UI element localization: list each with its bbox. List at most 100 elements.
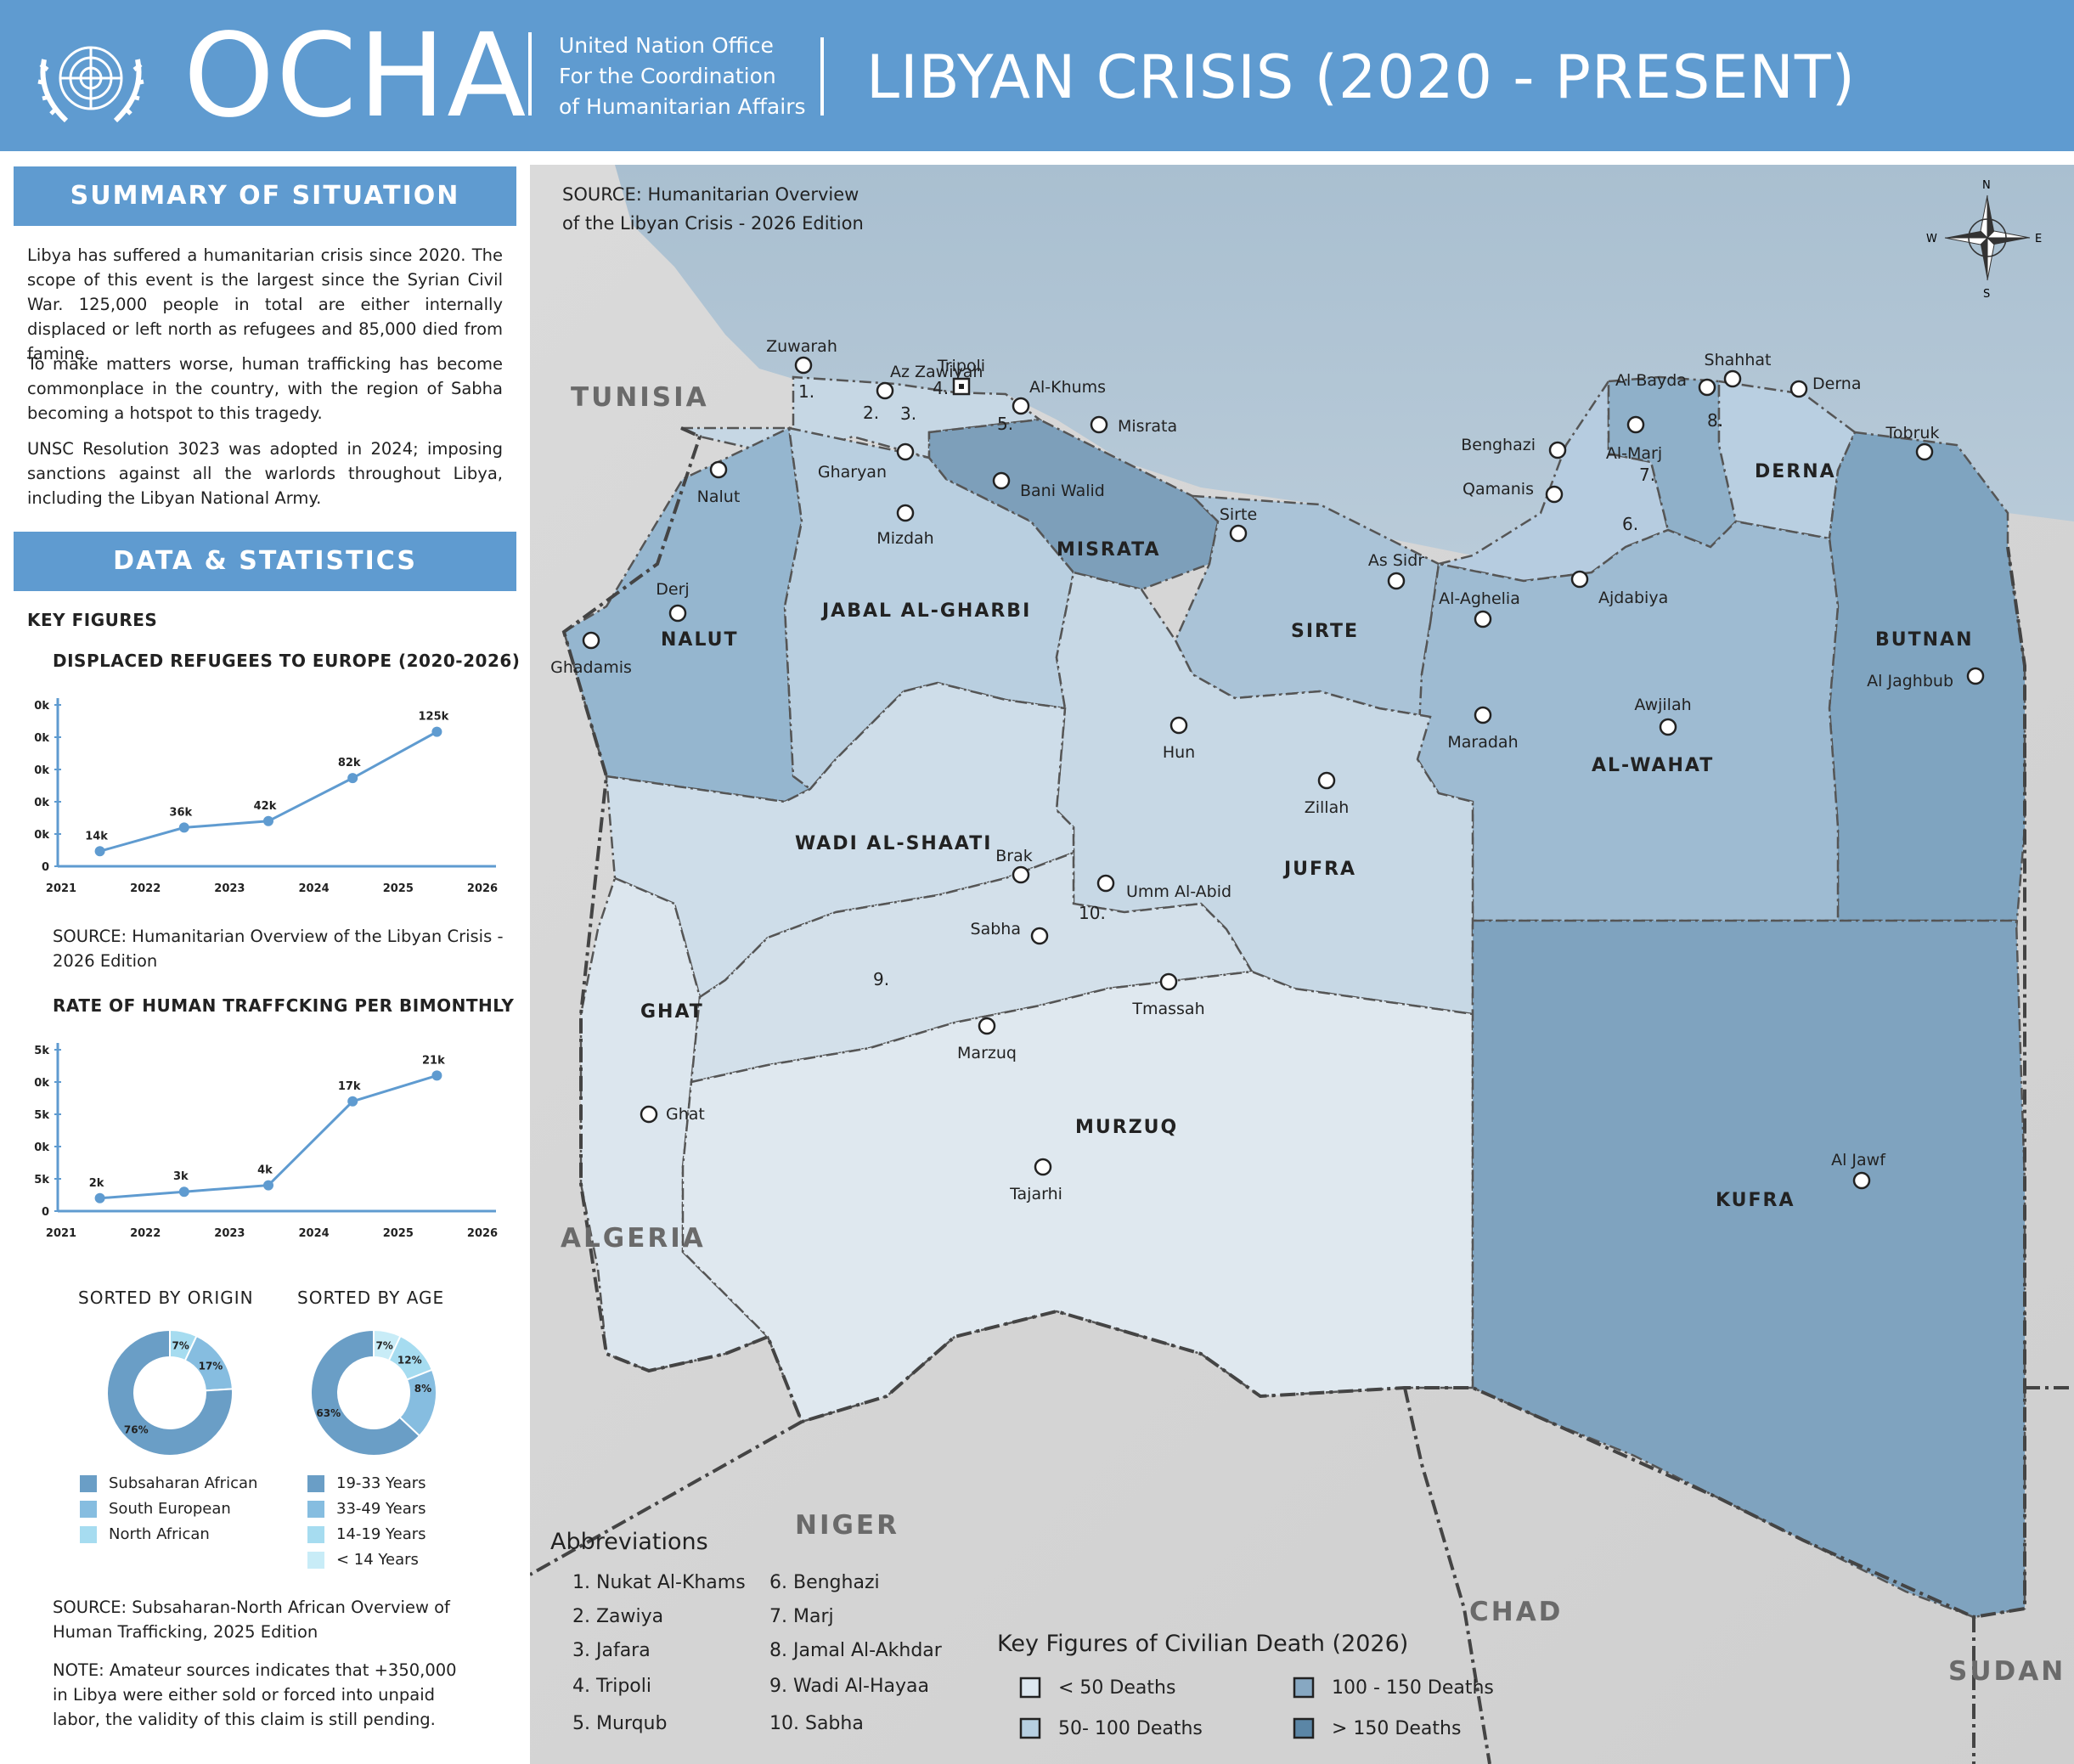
legend-label: > 150 Deaths bbox=[1332, 1718, 1461, 1739]
city-marker[interactable]: Sabha bbox=[971, 920, 1049, 945]
data-point bbox=[347, 1096, 358, 1107]
city-label: Ghadamis bbox=[550, 658, 632, 677]
slice-label: 76% bbox=[124, 1423, 149, 1435]
region-number: 2. bbox=[863, 403, 879, 423]
map-canvas: SOURCE: Humanitarian Overview of the Lib… bbox=[530, 165, 2074, 1764]
city-marker[interactable]: Tripoli bbox=[937, 357, 985, 396]
city-label: Ghat bbox=[666, 1105, 705, 1124]
data-label: 2k bbox=[89, 1177, 104, 1190]
region-derna[interactable] bbox=[1717, 380, 1857, 540]
mediterranean-sea bbox=[615, 165, 2074, 555]
city-marker[interactable]: Awjilah bbox=[1634, 696, 1692, 736]
city-marker[interactable]: Al-Khums bbox=[1012, 378, 1106, 415]
region-benghazi[interactable] bbox=[1438, 377, 1670, 583]
city-dot-icon bbox=[992, 471, 1011, 490]
city-marker[interactable]: Al Bayda bbox=[1615, 371, 1716, 397]
office-line-3: of Humanitarian Affairs bbox=[559, 94, 806, 119]
city-marker[interactable]: Az Zawiyah bbox=[876, 363, 983, 400]
libya-map[interactable]: SOURCE: Humanitarian Overview of the Lib… bbox=[530, 165, 2074, 1764]
city-marker[interactable]: Gharyan bbox=[818, 442, 915, 482]
city-marker[interactable]: Al-Aghelia bbox=[1439, 589, 1520, 628]
city-marker[interactable]: Hun bbox=[1163, 716, 1195, 762]
y-tick-label: 25k bbox=[34, 1045, 49, 1057]
city-dot-icon bbox=[1159, 972, 1178, 991]
legend-label: 100 - 150 Deaths bbox=[1332, 1677, 1494, 1699]
region-label: GHAT bbox=[640, 1001, 704, 1023]
city-marker[interactable]: Al Jawf bbox=[1831, 1151, 1886, 1190]
city-marker[interactable]: Maradah bbox=[1447, 706, 1519, 752]
city-marker[interactable]: As Sidr bbox=[1368, 551, 1424, 590]
city-label: Marzuq bbox=[957, 1044, 1017, 1062]
city-label: Derna bbox=[1812, 375, 1861, 393]
city-dot-icon bbox=[1852, 1171, 1871, 1190]
city-marker[interactable]: Ajdabiya bbox=[1570, 570, 1668, 607]
city-label: Tobruk bbox=[1885, 424, 1940, 442]
office-line-2: For the Coordination bbox=[559, 64, 776, 88]
region-nalut[interactable] bbox=[562, 426, 813, 803]
city-marker[interactable]: Misrata bbox=[1090, 415, 1177, 436]
city-marker[interactable]: Zillah bbox=[1305, 771, 1350, 817]
regions bbox=[562, 375, 2026, 1619]
data-point bbox=[431, 726, 442, 737]
abbreviation: 9. Wadi Al-Hayaa bbox=[769, 1676, 929, 1697]
city-label: Misrata bbox=[1118, 417, 1177, 436]
city-marker[interactable]: Shahhat bbox=[1705, 351, 1772, 388]
legend-item: < 14 Years bbox=[307, 1551, 419, 1570]
region-labels: NALUT JABAL AL-GHARBI MISRATA SIRTE DERN… bbox=[640, 461, 1974, 1211]
city-label: Bani Walid bbox=[1020, 482, 1105, 500]
city-marker[interactable]: Ghadamis bbox=[550, 631, 632, 677]
region-al-wahat[interactable] bbox=[1416, 520, 2018, 931]
city-dot-icon bbox=[896, 504, 915, 522]
header-divider bbox=[528, 32, 532, 116]
city-marker[interactable]: Qamanis bbox=[1463, 480, 1564, 504]
legend-label: Subsaharan African bbox=[109, 1474, 258, 1492]
donut-slice bbox=[106, 1328, 234, 1457]
region-number: 5. bbox=[997, 414, 1013, 434]
data-point bbox=[347, 773, 358, 784]
region-label: BUTNAN bbox=[1875, 629, 1974, 651]
x-tick-label: 2025 bbox=[383, 882, 414, 895]
region-label: NALUT bbox=[661, 629, 739, 651]
x-tick-label: 2024 bbox=[299, 1227, 330, 1240]
legend-item: 19-33 Years bbox=[307, 1474, 426, 1493]
city-marker[interactable]: Tmassah bbox=[1131, 972, 1205, 1018]
city-marker[interactable]: Derna bbox=[1789, 375, 1861, 398]
city-label: Al Bayda bbox=[1615, 371, 1687, 390]
abbreviation: 6. Benghazi bbox=[769, 1572, 880, 1593]
city-marker[interactable]: Tobruk bbox=[1885, 424, 1940, 461]
slice-label: 12% bbox=[397, 1354, 422, 1366]
page-title: LIBYAN CRISIS (2020 - PRESENT) bbox=[866, 42, 1856, 112]
header-divider bbox=[820, 37, 824, 116]
city-marker[interactable]: Sirte bbox=[1220, 505, 1257, 543]
legend-swatch bbox=[307, 1552, 324, 1569]
city-label: Tmassah bbox=[1131, 1000, 1204, 1018]
city-marker[interactable]: Ghat bbox=[640, 1105, 705, 1124]
city-marker[interactable]: Tajarhi bbox=[1009, 1158, 1062, 1203]
city-marker[interactable]: Mizdah bbox=[876, 504, 934, 548]
city-marker[interactable]: Derj bbox=[656, 580, 690, 623]
city-marker[interactable]: Al-Marj bbox=[1606, 415, 1662, 463]
legend-swatch bbox=[307, 1501, 324, 1518]
office-line-1: United Nation Office bbox=[559, 33, 774, 58]
city-label: Tripoli bbox=[937, 357, 985, 375]
capital-dot bbox=[959, 384, 964, 389]
city-marker[interactable]: Al Jaghbub bbox=[1867, 667, 1985, 690]
region-label: JUFRA bbox=[1282, 859, 1356, 880]
city-marker[interactable]: Bani Walid bbox=[992, 471, 1105, 500]
city-marker[interactable]: Brak bbox=[995, 847, 1033, 884]
city-dot-icon bbox=[1034, 1158, 1052, 1176]
x-tick-label: 2026 bbox=[467, 882, 498, 895]
city-marker[interactable]: Umm Al-Abid bbox=[1096, 874, 1231, 901]
city-dot-icon bbox=[896, 442, 915, 461]
region-number: 3. bbox=[900, 403, 916, 424]
city-dot-icon bbox=[1090, 415, 1108, 434]
city-marker[interactable]: Marzuq bbox=[957, 1017, 1017, 1062]
city-marker[interactable]: Benghazi bbox=[1461, 436, 1567, 459]
country-label: TUNISIA bbox=[571, 382, 709, 413]
region-misrata[interactable] bbox=[927, 418, 1220, 591]
city-marker[interactable]: Zuwarah bbox=[766, 337, 837, 375]
legend-label: 50- 100 Deaths bbox=[1058, 1718, 1203, 1739]
city-marker[interactable]: Nalut bbox=[697, 460, 741, 506]
legend-label: South European bbox=[109, 1500, 231, 1518]
region-number: 6. bbox=[1622, 514, 1638, 534]
